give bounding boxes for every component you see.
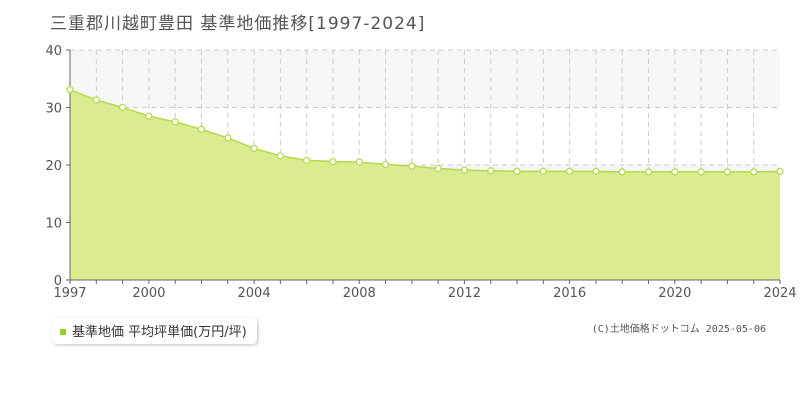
- data-point: [723, 168, 732, 176]
- data-point: [697, 168, 705, 176]
- data-point: [250, 144, 258, 152]
- y-tick-label: 20: [45, 159, 62, 174]
- data-point: [408, 162, 416, 170]
- legend: 基準地価 平均坪単価(万円/坪): [52, 318, 257, 344]
- data-point: [145, 112, 153, 120]
- legend-marker-icon: [60, 328, 66, 335]
- data-point: [434, 164, 442, 173]
- x-tick-label: 2008: [343, 286, 376, 301]
- data-point: [197, 125, 206, 133]
- data-point: [224, 134, 232, 142]
- x-tick-label: 2004: [238, 286, 271, 301]
- plot-band: [70, 50, 780, 108]
- data-point: [644, 168, 653, 176]
- x-tick-label: 2000: [132, 286, 165, 301]
- data-point: [276, 152, 284, 160]
- y-tick-label: 10: [45, 217, 62, 232]
- legend-label: 基準地価 平均坪単価(万円/坪): [72, 325, 247, 340]
- data-point: [776, 167, 784, 175]
- data-point: [303, 156, 311, 164]
- data-point: [460, 166, 469, 174]
- series-area: [70, 89, 780, 280]
- x-tick-label: 2024: [763, 286, 796, 301]
- data-point: [92, 96, 100, 104]
- data-point: [487, 167, 495, 175]
- data-point: [539, 167, 547, 175]
- data-point: [171, 118, 179, 126]
- chart-title: 三重郡川越町豊田 基準地価推移[1997-2024]: [50, 14, 426, 34]
- x-tick-label: 1997: [53, 286, 86, 301]
- x-tick-label: 2016: [553, 286, 586, 301]
- y-tick-label: 0: [54, 274, 62, 289]
- data-point: [118, 103, 127, 112]
- data-point: [671, 168, 679, 176]
- data-point: [566, 167, 574, 175]
- y-tick-label: 30: [45, 102, 62, 117]
- data-point: [513, 167, 521, 175]
- data-point: [355, 158, 363, 166]
- y-tick-label: 40: [45, 44, 62, 59]
- data-point: [618, 168, 626, 176]
- copyright-text: (C)土地価格ドットコム 2025-05-06: [591, 324, 766, 335]
- x-tick-label: 2012: [448, 286, 481, 301]
- x-tick-label: 2020: [658, 286, 691, 301]
- series-line: [69, 88, 781, 173]
- data-point: [381, 160, 390, 169]
- data-point: [66, 86, 74, 94]
- data-point: [750, 168, 758, 176]
- data-point: [592, 167, 600, 175]
- data-point: [329, 157, 337, 166]
